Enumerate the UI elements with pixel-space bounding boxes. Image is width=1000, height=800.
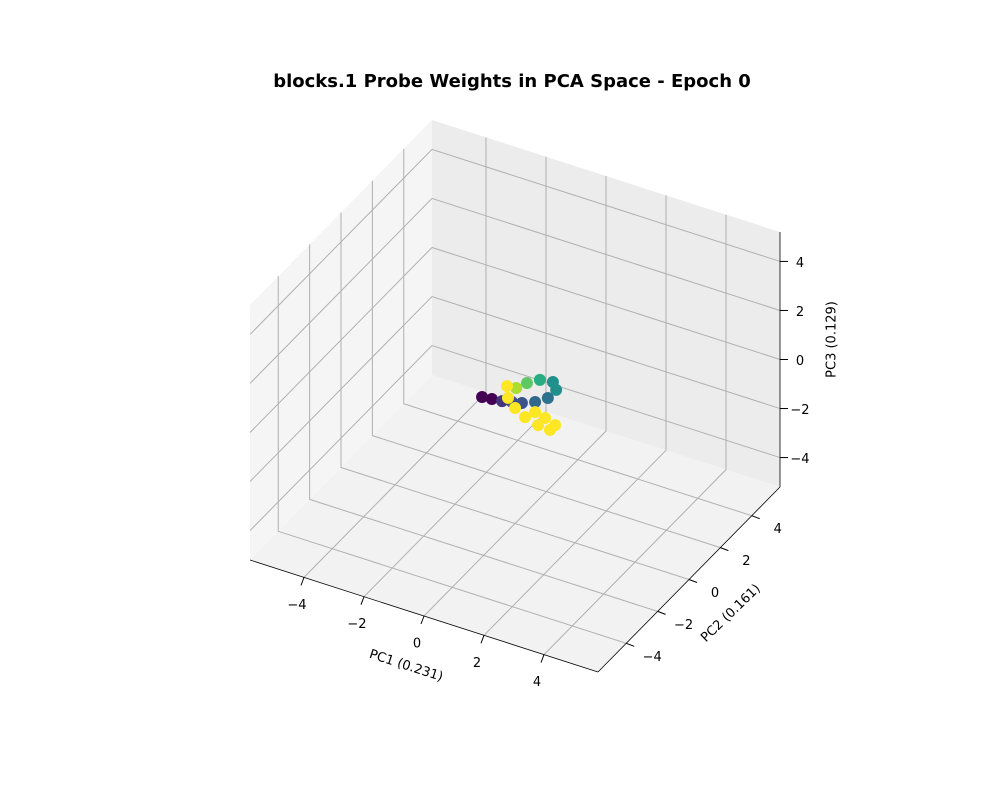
grid-line: [249, 345, 781, 531]
y-tick-label: −2: [674, 618, 693, 633]
point: [541, 391, 554, 404]
y-tick: [657, 610, 666, 615]
point: [529, 396, 542, 409]
point: [476, 390, 489, 403]
point: [529, 406, 542, 419]
point: [533, 373, 546, 386]
x-tick-label: 4: [533, 675, 541, 690]
z-tick-label: −4: [790, 452, 809, 467]
grid-line: [371, 180, 721, 549]
x-tick-label: −2: [347, 617, 366, 632]
y-tick-label: 2: [742, 554, 750, 569]
axis-line: [249, 559, 599, 673]
y-tick: [720, 547, 729, 552]
x-tick: [360, 596, 365, 605]
y-tick-label: 0: [711, 586, 719, 601]
point: [539, 412, 552, 425]
grid-line: [340, 212, 690, 580]
grid-line: [309, 244, 658, 612]
grid-line: [249, 148, 781, 335]
y-tick: [626, 642, 635, 647]
grid-line: [249, 197, 781, 384]
point: [510, 381, 523, 394]
point: [509, 401, 522, 414]
axis-line: [597, 486, 781, 673]
y-tick: [751, 515, 760, 520]
z-tick-label: 2: [796, 305, 804, 320]
point: [519, 411, 532, 424]
x-tick: [300, 577, 305, 586]
grid-line: [249, 246, 781, 433]
point: [549, 419, 562, 432]
x-tick-label: −4: [287, 598, 306, 613]
x-axis-label: PC1 (0.231): [367, 647, 445, 685]
z-tick-label: −2: [790, 403, 809, 418]
y-tick-label: 4: [774, 522, 782, 537]
grid-line: [277, 276, 627, 644]
grid-line: [303, 137, 487, 578]
x-tick-label: 2: [473, 656, 481, 671]
point: [500, 380, 513, 393]
y-tick: [688, 579, 698, 583]
grid-line: [403, 148, 752, 517]
grid-line: [483, 195, 667, 636]
point: [501, 391, 514, 404]
z-axis-label: PC3 (0.129): [825, 301, 840, 378]
z-tick-label: 4: [796, 256, 804, 271]
point: [546, 375, 559, 388]
x-tick: [540, 654, 545, 663]
chart-title: blocks.1 Probe Weights in PCA Space - Ep…: [273, 71, 751, 92]
y-tick-label: −4: [643, 650, 662, 665]
x-tick: [480, 635, 485, 644]
z-tick-label: 0: [796, 354, 804, 369]
y-axis-label: PC2 (0.161): [698, 581, 764, 645]
grid-line: [423, 176, 607, 617]
point: [520, 377, 533, 390]
x-tick: [420, 615, 425, 625]
point: [485, 393, 498, 406]
grid-line: [249, 295, 781, 482]
grid-line: [543, 214, 727, 655]
x-tick-label: 0: [413, 637, 421, 652]
grid-line: [363, 156, 547, 598]
